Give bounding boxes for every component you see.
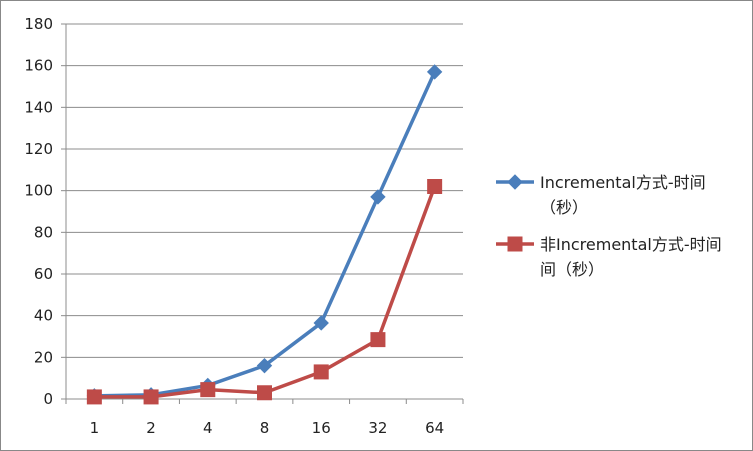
y-tick-label: 120 <box>24 140 53 158</box>
data-point-marker <box>313 315 329 331</box>
x-tick-label: 16 <box>312 419 331 437</box>
series-2 <box>86 179 443 405</box>
x-tick-label: 8 <box>260 419 270 437</box>
legend-label: 间（秒） <box>540 260 604 279</box>
x-tick-label: 1 <box>90 419 100 437</box>
series-1 <box>86 64 443 404</box>
y-tick-label: 20 <box>34 348 53 366</box>
legend-label: 非Incremental方式-时间 <box>540 235 722 254</box>
y-tick-label: 80 <box>34 223 53 241</box>
legend-marker <box>507 236 523 252</box>
legend-label: （秒） <box>540 198 588 217</box>
legend-marker <box>507 174 523 190</box>
y-tick-label: 100 <box>24 182 53 200</box>
data-point-marker <box>257 385 272 401</box>
data-point-marker <box>427 179 443 194</box>
y-tick-label: 60 <box>34 265 53 283</box>
data-point-marker <box>370 189 386 205</box>
data-point-marker <box>200 382 216 398</box>
y-tick-label: 180 <box>24 15 53 33</box>
x-tick-label: 4 <box>203 419 213 437</box>
y-tick-label: 160 <box>24 57 53 75</box>
y-tick-label: 0 <box>43 390 53 408</box>
data-point-marker <box>86 389 102 405</box>
series-line <box>94 71 437 398</box>
data-point-marker <box>426 64 443 80</box>
y-tick-label: 140 <box>24 98 53 116</box>
legend: Incremental方式-时间 （秒） 非Incremental方式-时间间（秒） <box>496 173 722 279</box>
legend-label: Incremental方式-时间 <box>540 173 706 192</box>
x-tick-label: 2 <box>146 419 156 437</box>
data-point-marker <box>256 357 273 374</box>
data-point-marker <box>313 364 329 380</box>
data-point-marker <box>143 389 159 405</box>
data-point-marker <box>370 332 386 348</box>
x-tick-label: 32 <box>368 419 387 437</box>
legend-entry-2: 非Incremental方式-时间间（秒） <box>496 235 722 279</box>
x-tick-label: 64 <box>425 419 444 437</box>
grid-lines <box>66 23 463 358</box>
legend-entry-1: Incremental方式-时间 （秒） <box>496 173 706 217</box>
y-tick-label: 40 <box>34 307 53 325</box>
plot-series <box>86 64 443 405</box>
axes: 0 20 40 60 80 100 120 140 160 180 1 2 4 8 16 32 64 <box>24 15 464 437</box>
